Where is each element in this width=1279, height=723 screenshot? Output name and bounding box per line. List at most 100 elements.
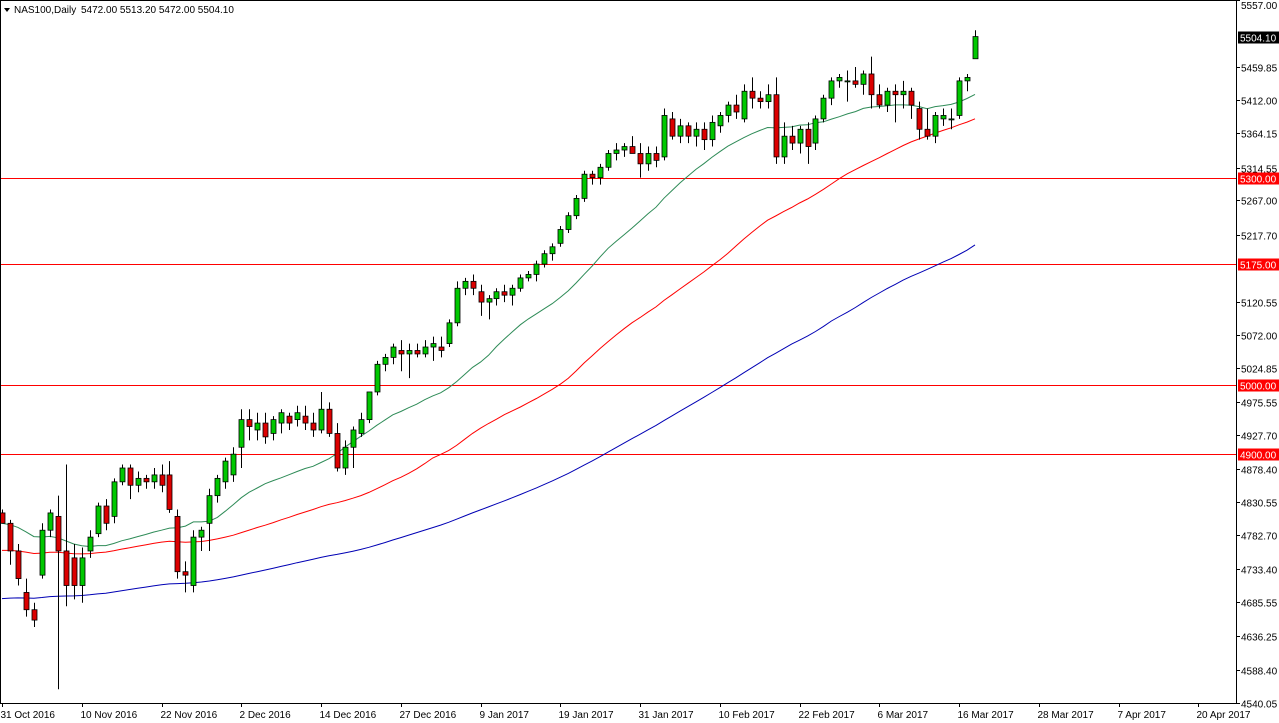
candle-body [781, 135, 788, 158]
y-tick-label: 5557.00 [1241, 1, 1278, 12]
candle-body [653, 153, 660, 161]
candle-body [470, 280, 477, 289]
candle [95, 502, 102, 538]
candle [326, 402, 333, 437]
ohlc-values: 5472.00 5513.20 5472.00 5504.10 [81, 5, 234, 16]
candle-body [892, 90, 899, 96]
x-tick-label: 19 Jan 2017 [559, 710, 614, 721]
candle [382, 353, 389, 372]
candle [159, 464, 166, 493]
candle [166, 461, 173, 513]
candle [964, 73, 971, 92]
candle [717, 111, 724, 133]
y-tick-label: 5072.00 [1241, 332, 1278, 343]
candle-body [119, 467, 126, 483]
candle-body [900, 90, 907, 96]
candle-body [972, 36, 979, 60]
candle [190, 530, 197, 593]
candle-body [270, 419, 277, 434]
candle-body [478, 291, 485, 303]
candle [446, 319, 453, 348]
candle-body [174, 515, 181, 573]
candle [876, 84, 883, 109]
candle-body [214, 477, 221, 497]
candle-body [190, 536, 197, 586]
candle [805, 122, 812, 164]
candle-body [677, 125, 684, 137]
y-tick-label: 4927.70 [1241, 432, 1278, 443]
candle-body [262, 422, 269, 438]
candle-body [581, 173, 588, 199]
candle-body [390, 346, 397, 358]
x-tick-label: 9 Jan 2017 [480, 710, 530, 721]
candle-body [39, 529, 46, 576]
candle-body [932, 115, 939, 137]
candle-body [956, 80, 963, 116]
x-tick-label: 27 Dec 2016 [400, 710, 457, 721]
candle [342, 440, 349, 475]
candle-body [310, 422, 317, 431]
candle-body [222, 460, 229, 483]
candle-body [198, 529, 205, 538]
candle [685, 122, 692, 144]
candle [406, 343, 413, 379]
candle [31, 602, 38, 627]
candle [478, 284, 485, 316]
candle [470, 274, 477, 296]
candle [63, 464, 70, 607]
candle [637, 143, 644, 178]
y-tick-label: 4636.25 [1241, 633, 1278, 644]
level-tag-1: 5175.00 [1240, 261, 1277, 272]
x-tick-label: 31 Jan 2017 [639, 710, 694, 721]
candle [900, 80, 907, 109]
candle-body [645, 153, 652, 165]
candle-body [486, 298, 493, 303]
candle [940, 108, 947, 126]
y-tick-label: 4830.55 [1241, 499, 1278, 510]
candle [47, 509, 54, 538]
candle [661, 108, 668, 161]
x-tick-label: 7 Apr 2017 [1118, 710, 1167, 721]
candle [334, 423, 341, 472]
candle-body [111, 481, 118, 517]
y-tick-label: 5364.15 [1241, 130, 1278, 141]
candle [486, 295, 493, 320]
y-tick-label: 4685.55 [1241, 599, 1278, 610]
candle-body [629, 146, 636, 154]
candle-body [797, 128, 804, 144]
candle [828, 77, 835, 106]
candle [932, 111, 939, 144]
candle [318, 391, 325, 434]
level-tag-2: 5000.00 [1240, 382, 1277, 393]
candle-body [749, 90, 756, 99]
candle-body [350, 429, 357, 448]
candle [549, 243, 556, 261]
candle [844, 70, 851, 102]
candle-body [342, 446, 349, 469]
candle [230, 447, 237, 482]
candle [621, 143, 628, 157]
candle-body [55, 515, 62, 552]
candle-body [501, 291, 508, 296]
candle-body [685, 125, 692, 137]
candle-body [103, 505, 110, 524]
candle-body [733, 104, 740, 113]
candle-body [135, 477, 142, 486]
candle [151, 467, 158, 489]
candle [182, 561, 189, 593]
candle [103, 499, 110, 531]
candle [613, 143, 620, 161]
candle [390, 343, 397, 365]
x-tick-label: 28 Mar 2017 [1038, 710, 1095, 721]
candle-body [964, 77, 971, 82]
candle [749, 77, 756, 109]
collapse-triangle-icon[interactable] [4, 8, 10, 12]
chart-header: NAS100,Daily 5472.00 5513.20 5472.00 550… [4, 5, 234, 16]
candle-body [836, 77, 843, 82]
candle-body [573, 197, 580, 217]
candle-body [230, 453, 237, 476]
candle [956, 77, 963, 119]
candle-body [15, 550, 22, 580]
candle-body [661, 115, 668, 158]
